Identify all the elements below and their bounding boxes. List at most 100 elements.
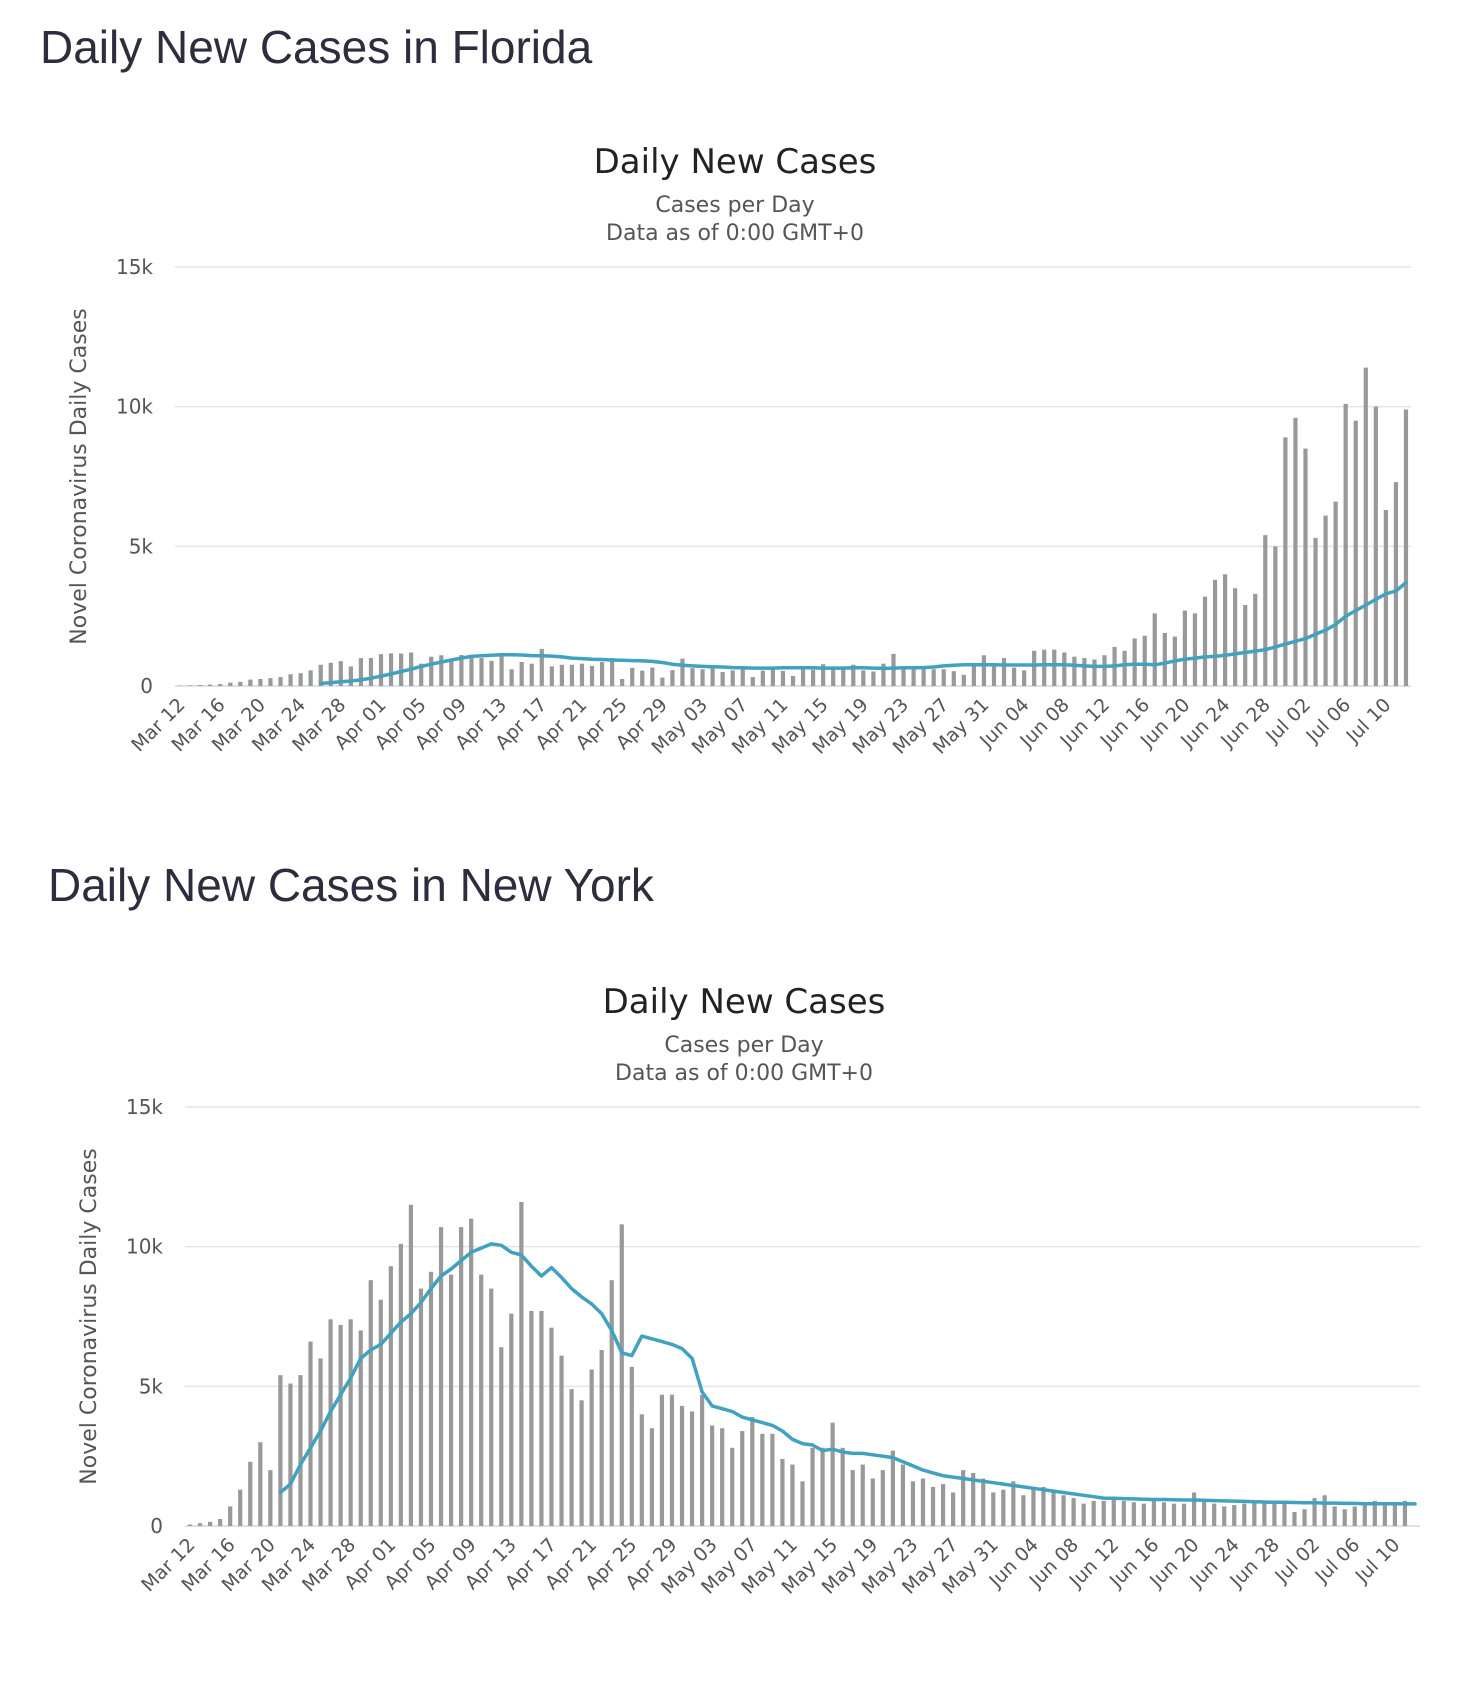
bar (1333, 501, 1338, 686)
bar (1383, 510, 1388, 686)
bar (328, 1319, 333, 1526)
bar (1011, 1481, 1016, 1526)
bar (891, 653, 896, 686)
x-tick-label: Jul 02 (1261, 694, 1315, 748)
bar (840, 1447, 845, 1526)
bar (639, 1414, 644, 1526)
y-tick-label: 10k (116, 395, 153, 419)
bar (1272, 1503, 1277, 1526)
bar (810, 1447, 815, 1526)
bar (1141, 1503, 1146, 1526)
bar (760, 1433, 765, 1526)
bar (187, 1524, 193, 1526)
bar (1243, 604, 1248, 686)
bar (569, 1389, 574, 1526)
florida-daily-cases-chart: Daily New Cases Cases per Day Data as of 0… (67, 142, 1411, 759)
y-tick-label: 5k (129, 534, 154, 558)
bar (1062, 652, 1067, 686)
bar (991, 1492, 996, 1526)
bar (187, 685, 193, 686)
bar (1202, 596, 1208, 686)
bar (1122, 650, 1127, 686)
bar (710, 666, 715, 686)
bar (1232, 1505, 1237, 1526)
bar (670, 670, 675, 686)
bar (288, 1383, 293, 1526)
bar (1182, 610, 1188, 686)
bar (569, 664, 575, 686)
bar (559, 1355, 564, 1526)
bar (780, 670, 786, 686)
section-heading-florida: Daily New Cases in Florida (40, 21, 593, 73)
bar (680, 658, 685, 686)
bar (418, 1288, 424, 1526)
bar (1142, 635, 1147, 686)
y-tick-label: 0 (140, 674, 153, 698)
bar (710, 1425, 715, 1526)
bar (368, 658, 374, 686)
bar (539, 648, 544, 686)
bar (1373, 406, 1378, 686)
bar (378, 1299, 383, 1526)
bar (900, 1464, 906, 1526)
bar (348, 1319, 353, 1526)
bar (650, 667, 655, 686)
bar (1001, 658, 1007, 686)
moving-average-line (278, 1242, 1417, 1506)
bar (499, 656, 504, 686)
bar (1041, 1486, 1046, 1526)
bar (720, 1428, 725, 1526)
bar (609, 1280, 614, 1526)
bar (810, 669, 816, 686)
bar (1253, 593, 1258, 686)
bar (619, 1224, 624, 1526)
bar (1212, 1503, 1217, 1526)
bar (921, 667, 926, 686)
bar (790, 675, 796, 686)
bar (1382, 1502, 1387, 1526)
bar (1363, 367, 1368, 686)
bar (630, 667, 635, 686)
bar (1313, 537, 1318, 686)
chart-subtitle: Data as of 0:00 GMT+0 (615, 1061, 873, 1086)
bar (1151, 1500, 1157, 1526)
bar (1071, 1498, 1076, 1526)
bar (1242, 1503, 1247, 1526)
bar (1393, 482, 1399, 686)
bar (660, 677, 665, 686)
bar (489, 1288, 494, 1526)
bar (509, 1313, 514, 1526)
bar (559, 664, 564, 686)
bar (268, 1470, 273, 1526)
bar (881, 663, 886, 686)
y-tick-label: 15k (116, 255, 153, 279)
bar (278, 1375, 283, 1526)
bar (860, 1464, 865, 1526)
bar (1021, 1495, 1026, 1526)
bar (408, 1204, 414, 1526)
bar (831, 668, 836, 686)
bar (991, 665, 997, 686)
chart-title: Daily New Cases (594, 142, 877, 182)
bar (1001, 1489, 1006, 1526)
bar (1152, 613, 1157, 686)
bar (1312, 1498, 1317, 1526)
bar (1342, 1509, 1347, 1526)
bar (207, 1521, 213, 1526)
bar (750, 1417, 755, 1526)
y-tick-label: 10k (126, 1235, 163, 1259)
bar (599, 1350, 604, 1526)
bar (910, 1481, 916, 1526)
bar (1031, 1486, 1036, 1526)
bar (228, 682, 233, 686)
y-axis-label: Novel Coronavirus Daily Cases (67, 308, 92, 644)
bar (1092, 659, 1097, 686)
bar (589, 665, 595, 686)
bar (428, 1271, 434, 1526)
bar (469, 1218, 474, 1526)
bar (1091, 1500, 1096, 1526)
bar (800, 1481, 805, 1526)
bar (469, 655, 474, 686)
bar (509, 669, 514, 686)
y-tick-label: 15k (126, 1095, 163, 1119)
